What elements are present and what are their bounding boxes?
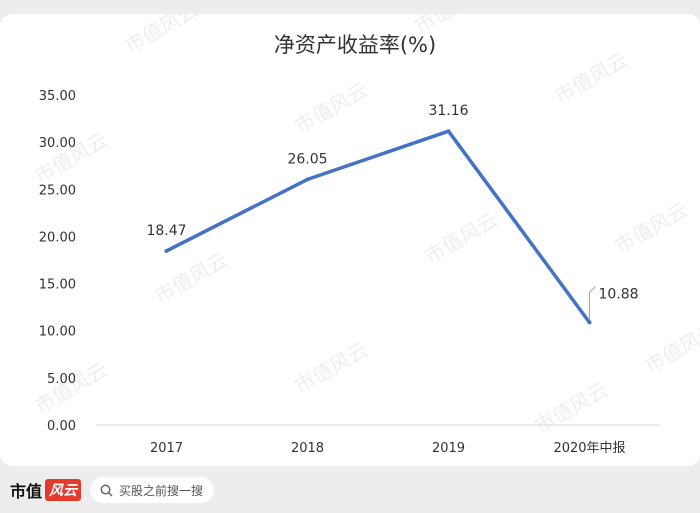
series-layer: 18.47 26.05 31.16 10.88 [146,103,639,325]
y-tick-label: 20.00 [39,230,76,245]
x-tick-label: 2020年中报 [553,441,625,456]
brand-logo: 市值 风云 [10,478,82,502]
x-axis: 2017 2018 2019 2020年中报 [150,441,626,456]
watermark-text: 市值风云 [611,198,692,259]
search-text: 买股之前搜一搜 [119,483,204,498]
data-label: 18.47 [146,223,186,239]
watermark-text: 市值风云 [641,318,700,379]
watermark-text: 市值风云 [421,208,502,269]
y-tick-label: 25.00 [39,183,76,198]
data-point [446,129,451,134]
data-label: 31.16 [428,103,468,119]
y-tick-label: 35.00 [39,89,76,104]
watermark-text: 市值风云 [121,14,202,58]
y-tick-label: 5.00 [47,372,76,387]
brand-tail: 风云 [45,479,82,501]
chart-card: 市值风云 市值风云 市值风云 市值风云 市值风云 市值风云 市值风云 市值风云 市值风云 市值风云… [0,14,700,466]
watermark-text: 市值风云 [31,358,112,419]
data-point [305,177,310,182]
y-tick-label: 15.00 [39,278,76,293]
watermark-text: 市值风云 [531,378,612,439]
series-line [164,129,592,325]
watermark-text: 市值风云 [551,48,632,109]
data-point [164,248,169,253]
search-bar[interactable]: 买股之前搜一搜 [90,477,214,503]
data-point [587,320,592,325]
x-tick-label: 2017 [150,441,183,456]
callout-leader [589,286,596,320]
chart-title: 净资产收益率(%) [274,33,436,57]
footer: 市值 风云 买股之前搜一搜 [0,466,700,513]
x-tick-label: 2018 [291,441,324,456]
watermark-text: 市值风云 [151,248,232,309]
y-tick-label: 10.00 [39,325,76,340]
brand-main: 市值 [10,482,43,501]
watermark-text: 市值风云 [291,338,372,399]
y-tick-label: 0.00 [47,419,76,434]
data-label: 26.05 [287,151,327,167]
watermark-text: 市值风云 [291,78,372,139]
y-axis: 0.00 5.00 10.00 15.00 20.00 25.00 30.00 35.00 [39,89,76,434]
x-tick-label: 2019 [432,441,465,456]
y-tick-label: 30.00 [39,136,76,151]
data-label: 10.88 [599,286,639,302]
search-icon [100,484,113,497]
